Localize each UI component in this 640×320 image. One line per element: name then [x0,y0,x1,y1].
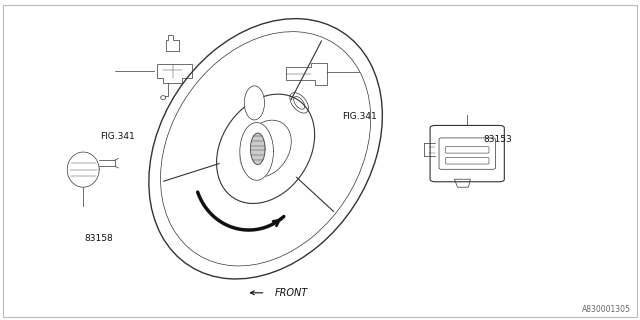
Text: FIG.341: FIG.341 [342,112,377,121]
Text: 83158: 83158 [85,234,113,243]
Polygon shape [250,133,265,164]
Text: FIG.341: FIG.341 [100,132,134,140]
Ellipse shape [244,86,264,120]
Text: 83153: 83153 [483,135,512,144]
Polygon shape [240,123,273,180]
Text: FRONT: FRONT [275,288,308,298]
Text: A830001305: A830001305 [582,305,630,314]
